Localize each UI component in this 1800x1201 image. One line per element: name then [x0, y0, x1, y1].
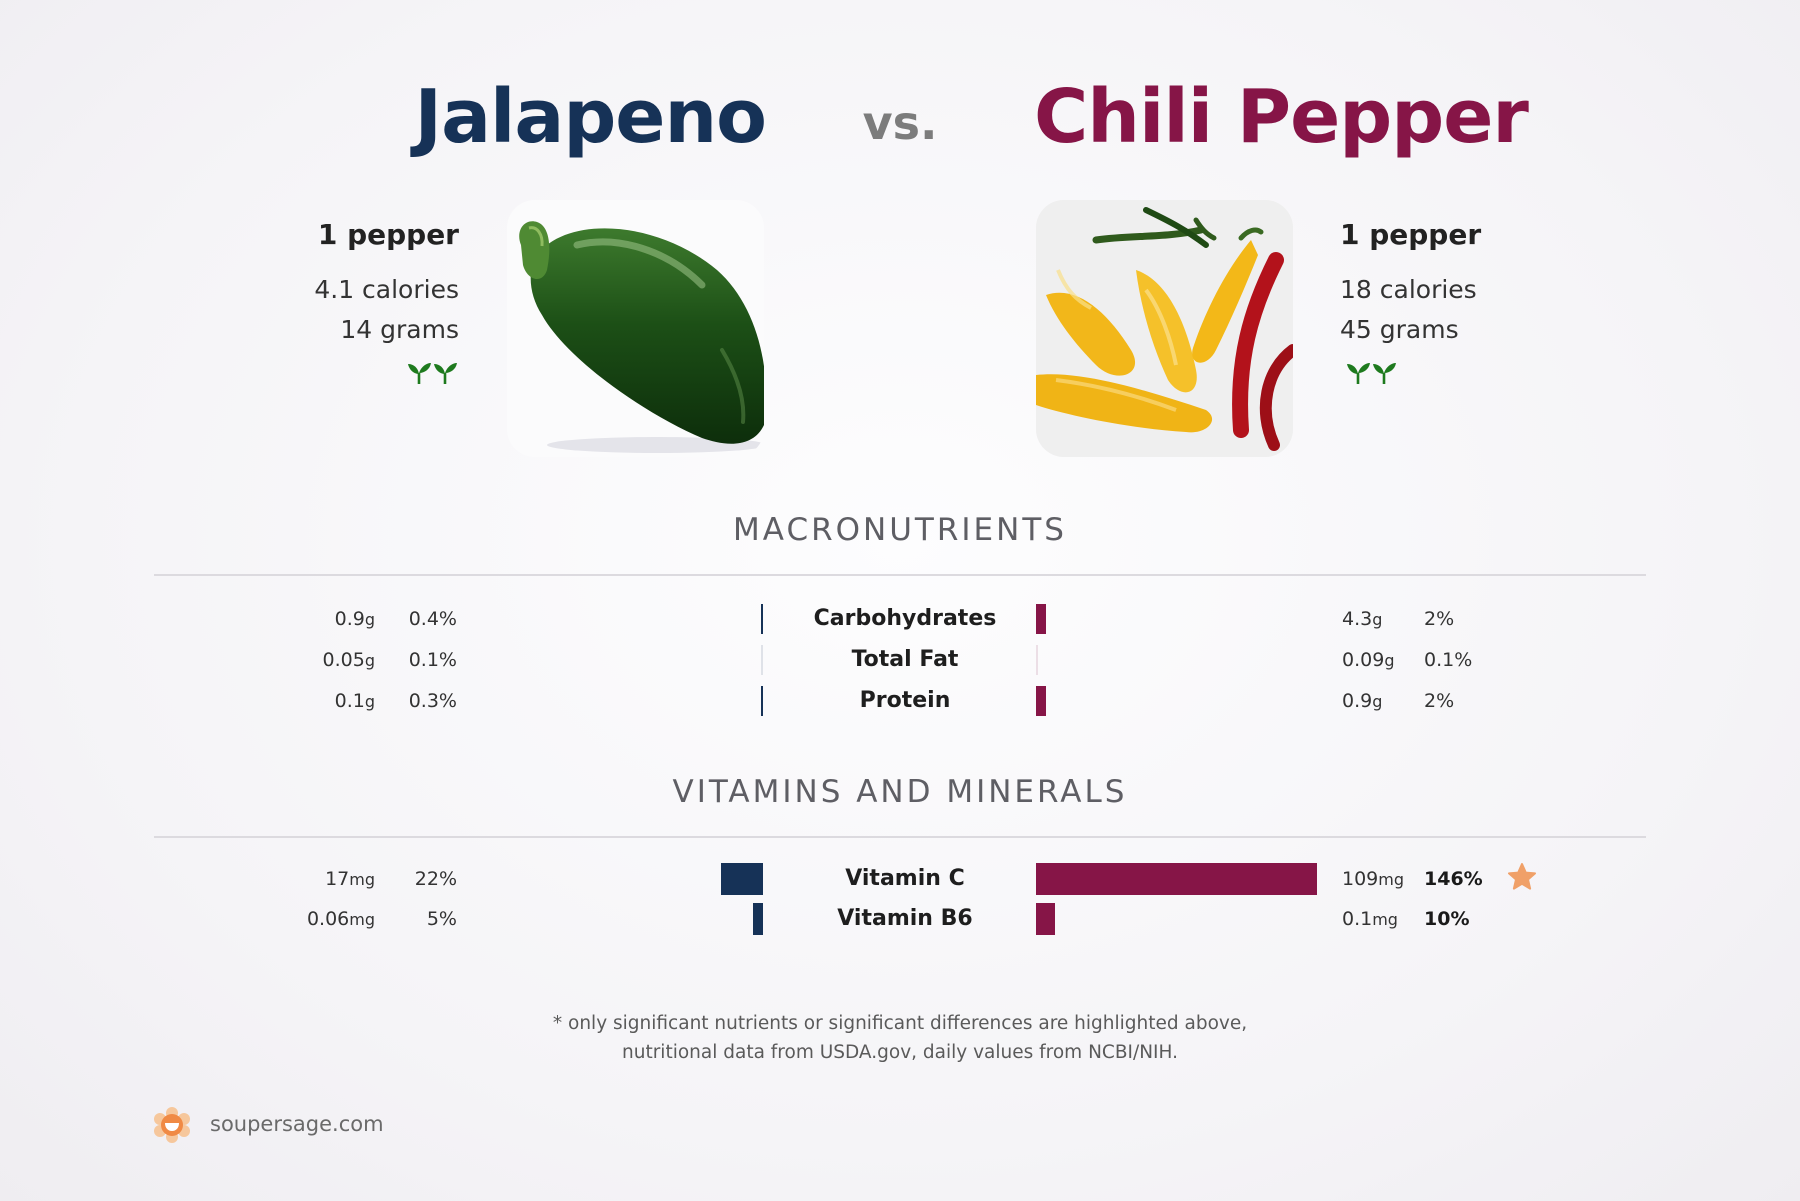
right-bar — [1036, 863, 1317, 895]
left-amount-unit: g — [364, 610, 375, 629]
right-percent: 146% — [1424, 868, 1483, 890]
right-serving-name: 1 pepper — [1340, 218, 1482, 251]
right-percent: 0.1% — [1424, 649, 1473, 671]
vitamins-heading: VITAMINS AND MINERALS — [672, 774, 1128, 810]
brand-link[interactable]: soupersage.com — [210, 1112, 384, 1136]
right-bar — [1036, 903, 1056, 935]
row-label: Vitamin C — [845, 866, 965, 891]
left-amount-value: 17 — [325, 868, 350, 890]
left-amount-unit: g — [364, 692, 375, 711]
jalapeno-photo — [507, 200, 764, 457]
right-percent: 10% — [1424, 908, 1470, 930]
right-amount: 0.09g — [1342, 645, 1394, 676]
right-percent: 2% — [1424, 690, 1455, 712]
macronutrients-divider — [154, 574, 1646, 576]
row-label: Total Fat — [851, 647, 959, 672]
left-amount-value: 0.06 — [306, 908, 350, 930]
right-percent: 2% — [1424, 608, 1455, 630]
right-amount-unit: g — [1372, 610, 1383, 629]
highlight-star-icon — [1508, 863, 1536, 890]
left-serving-name: 1 pepper — [317, 218, 459, 251]
right-amount: 109mg — [1342, 864, 1404, 895]
left-serving-info: 1 pepper 4.1 calories 14 grams — [314, 218, 459, 350]
chili-pepper-photo — [1036, 200, 1293, 457]
left-amount-value: 0.9 — [334, 608, 365, 630]
footnote-line-2: nutritional data from USDA.gov, daily va… — [622, 1042, 1178, 1063]
left-bar — [761, 686, 763, 716]
left-amount-unit: mg — [349, 910, 375, 929]
left-amount: 0.9g — [335, 604, 375, 635]
left-bar — [720, 863, 763, 895]
footnote: * only significant nutrients or signific… — [0, 1009, 1800, 1067]
right-calories: 18 calories — [1340, 275, 1477, 304]
right-amount-unit: mg — [1372, 910, 1398, 929]
left-bar — [753, 903, 763, 935]
right-amount-value: 0.1 — [1342, 908, 1373, 930]
right-bar — [1036, 604, 1046, 634]
jalapeno-image — [519, 221, 764, 453]
left-vegan-sprout-icon — [408, 363, 457, 384]
left-food-title: Jalapeno — [414, 74, 767, 160]
left-bar — [761, 645, 763, 675]
right-amount-unit: mg — [1378, 870, 1405, 889]
left-amount-unit: g — [364, 651, 375, 670]
row-label: Protein — [859, 688, 951, 713]
left-amount: 0.06mg — [307, 904, 375, 935]
left-calories: 4.1 calories — [314, 275, 459, 304]
left-percent: 0.4% — [408, 608, 457, 630]
left-percent: 0.1% — [408, 649, 457, 671]
left-percent: 0.3% — [408, 690, 457, 712]
right-amount-value: 4.3 — [1342, 608, 1373, 630]
left-amount: 17mg — [325, 864, 375, 895]
right-bar — [1036, 645, 1038, 675]
right-grams: 45 grams — [1340, 315, 1459, 344]
left-amount: 0.05g — [323, 645, 375, 676]
right-vegan-sprout-icon — [1347, 363, 1396, 384]
left-amount: 0.1g — [335, 686, 375, 717]
left-bar — [761, 604, 763, 634]
footnote-line-1: * only significant nutrients or signific… — [552, 1013, 1248, 1034]
soupersage-logo-icon — [154, 1107, 190, 1143]
right-amount-value: 0.09 — [1342, 649, 1385, 671]
row-label: Carbohydrates — [813, 606, 997, 631]
vitamins-divider — [154, 836, 1646, 838]
chili-pepper-image — [1036, 200, 1293, 457]
left-percent: 5% — [426, 908, 457, 930]
right-amount-unit: g — [1384, 651, 1395, 670]
vs-label: vs. — [862, 96, 938, 150]
left-amount-unit: mg — [349, 870, 375, 889]
left-percent: 22% — [414, 868, 457, 890]
right-amount: 0.1mg — [1342, 904, 1398, 935]
right-amount-value: 109 — [1342, 868, 1379, 890]
row-label: Vitamin B6 — [837, 906, 973, 931]
right-amount-unit: g — [1372, 692, 1383, 711]
macronutrients-heading: MACRONUTRIENTS — [733, 512, 1067, 548]
right-amount: 0.9g — [1342, 686, 1382, 717]
left-grams: 14 grams — [340, 315, 459, 344]
right-bar — [1036, 686, 1046, 716]
left-amount-value: 0.1 — [334, 690, 365, 712]
right-amount-value: 0.9 — [1342, 690, 1373, 712]
right-food-title: Chili Pepper — [1034, 74, 1529, 160]
right-amount: 4.3g — [1342, 604, 1382, 635]
right-serving-info: 1 pepper 18 calories 45 grams — [1340, 218, 1481, 350]
left-amount-value: 0.05 — [322, 649, 365, 671]
